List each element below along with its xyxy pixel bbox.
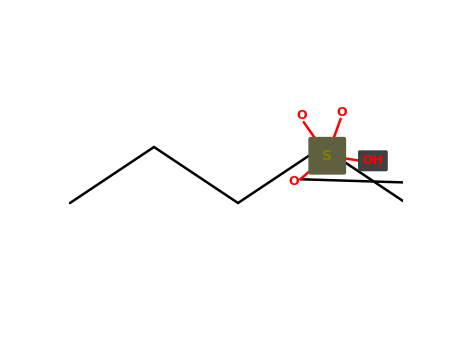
- Text: O: O: [289, 175, 299, 188]
- Text: OH: OH: [363, 154, 384, 167]
- Text: S: S: [322, 149, 332, 163]
- FancyBboxPatch shape: [358, 150, 388, 171]
- Text: O: O: [297, 109, 307, 122]
- Text: O: O: [336, 106, 347, 119]
- FancyBboxPatch shape: [308, 137, 346, 175]
